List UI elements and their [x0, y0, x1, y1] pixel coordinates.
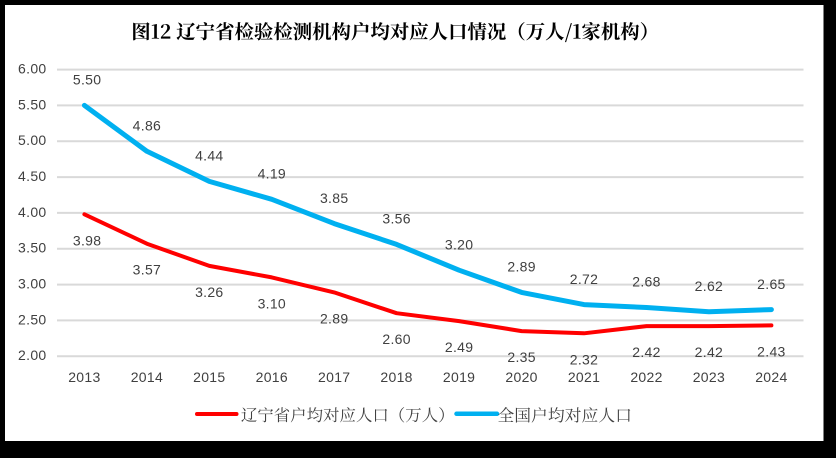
svg-text:4.00: 4.00 [18, 204, 46, 220]
svg-text:2018: 2018 [380, 369, 412, 385]
svg-text:2.68: 2.68 [632, 274, 660, 290]
svg-text:3.00: 3.00 [18, 276, 46, 292]
svg-text:2.89: 2.89 [320, 310, 348, 326]
svg-text:3.50: 3.50 [18, 240, 46, 256]
svg-text:3.57: 3.57 [133, 262, 161, 278]
svg-text:2015: 2015 [193, 369, 225, 385]
svg-text:2.65: 2.65 [757, 276, 785, 292]
svg-text:2.50: 2.50 [18, 311, 46, 327]
svg-text:4.50: 4.50 [18, 168, 46, 184]
svg-text:2.42: 2.42 [632, 344, 660, 360]
svg-text:2016: 2016 [256, 369, 288, 385]
svg-text:2021: 2021 [568, 369, 600, 385]
svg-text:2.60: 2.60 [382, 331, 410, 347]
svg-text:2019: 2019 [443, 369, 475, 385]
svg-text:3.20: 3.20 [445, 236, 473, 252]
svg-text:2017: 2017 [318, 369, 350, 385]
svg-text:2.42: 2.42 [695, 344, 723, 360]
svg-text:2.62: 2.62 [695, 278, 723, 294]
svg-text:2.00: 2.00 [18, 347, 46, 363]
svg-text:2.32: 2.32 [570, 351, 598, 367]
svg-text:2.89: 2.89 [507, 259, 535, 275]
svg-text:3.10: 3.10 [258, 295, 286, 311]
svg-text:2.49: 2.49 [445, 339, 473, 355]
svg-text:5.00: 5.00 [18, 132, 46, 148]
svg-text:2.43: 2.43 [757, 343, 785, 359]
svg-text:6.00: 6.00 [18, 61, 46, 77]
svg-text:5.50: 5.50 [18, 96, 46, 112]
svg-text:2.72: 2.72 [570, 271, 598, 287]
svg-text:4.19: 4.19 [258, 166, 286, 182]
svg-text:2013: 2013 [68, 369, 100, 385]
svg-text:2022: 2022 [630, 369, 662, 385]
svg-text:3.26: 3.26 [195, 284, 223, 300]
svg-text:2023: 2023 [693, 369, 725, 385]
svg-text:2020: 2020 [505, 369, 537, 385]
svg-text:3.56: 3.56 [382, 211, 410, 227]
svg-text:2024: 2024 [755, 369, 787, 385]
svg-text:5.50: 5.50 [73, 72, 101, 88]
svg-text:3.85: 3.85 [320, 190, 348, 206]
svg-text:4.44: 4.44 [195, 148, 223, 164]
svg-text:3.98: 3.98 [73, 232, 101, 248]
svg-text:2.35: 2.35 [507, 349, 535, 365]
svg-text:4.86: 4.86 [133, 118, 161, 134]
svg-text:2014: 2014 [131, 369, 163, 385]
